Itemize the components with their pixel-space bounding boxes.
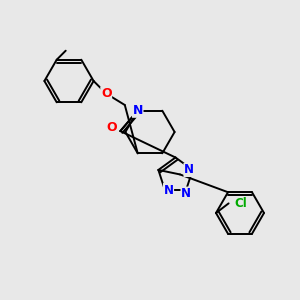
Text: N: N — [184, 164, 194, 176]
Text: Cl: Cl — [234, 197, 247, 210]
Text: O: O — [106, 121, 117, 134]
Text: N: N — [133, 104, 143, 117]
Text: N: N — [164, 184, 173, 196]
Text: N: N — [181, 187, 191, 200]
Text: O: O — [101, 87, 112, 100]
